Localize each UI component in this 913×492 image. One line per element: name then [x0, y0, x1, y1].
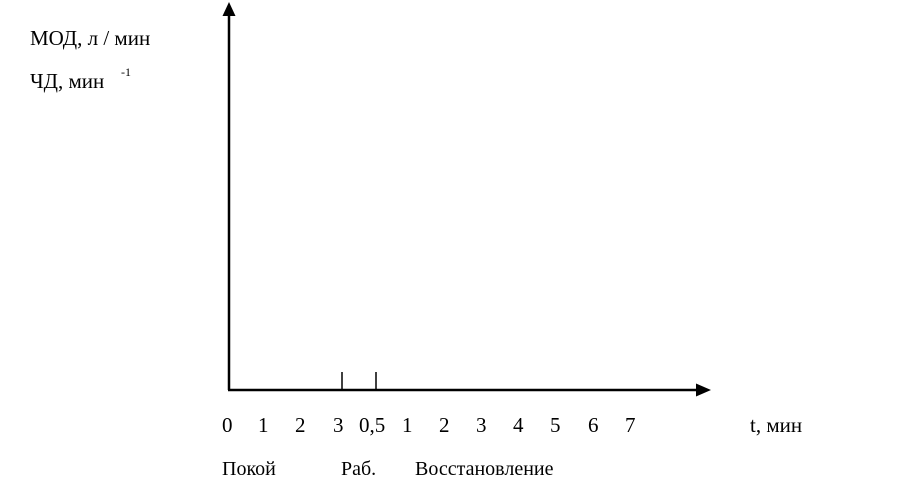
y-axis-label-mod: МОД, л / мин — [30, 26, 150, 50]
y-axis — [222, 2, 236, 390]
x-tick-label: 0 — [222, 413, 233, 437]
x-tick-label: 4 — [513, 413, 524, 437]
x-tick-label: 5 — [550, 413, 561, 437]
x-tick-label: 1 — [258, 413, 269, 437]
x-tick-label: 3 — [333, 413, 344, 437]
x-axis-label: t, мин — [750, 413, 802, 437]
y-axis-arrow-icon — [222, 2, 236, 16]
x-axis-arrow-icon — [696, 383, 711, 397]
x-tick-label: 3 — [476, 413, 487, 437]
phase-label: Покой — [222, 458, 276, 480]
x-tick-label: 1 — [402, 413, 413, 437]
x-axis — [228, 383, 711, 397]
phase-label: Восстановление — [415, 458, 554, 480]
x-tick-label: 6 — [588, 413, 599, 437]
x-tick-label: 2 — [439, 413, 450, 437]
x-tick-labels: 0 1 2 3 0,5 1 2 3 4 5 6 7 — [222, 413, 636, 437]
y-axis-label-chd: ЧД, мин — [30, 69, 104, 93]
x-tick-label: 7 — [625, 413, 636, 437]
x-tick-label: 2 — [295, 413, 306, 437]
x-tick-label: 0,5 — [359, 413, 385, 437]
phase-label: Раб. — [341, 458, 376, 480]
y-axis-label-superscript: -1 — [121, 65, 131, 79]
phase-labels: Покой Раб. Восстановление — [222, 458, 554, 480]
